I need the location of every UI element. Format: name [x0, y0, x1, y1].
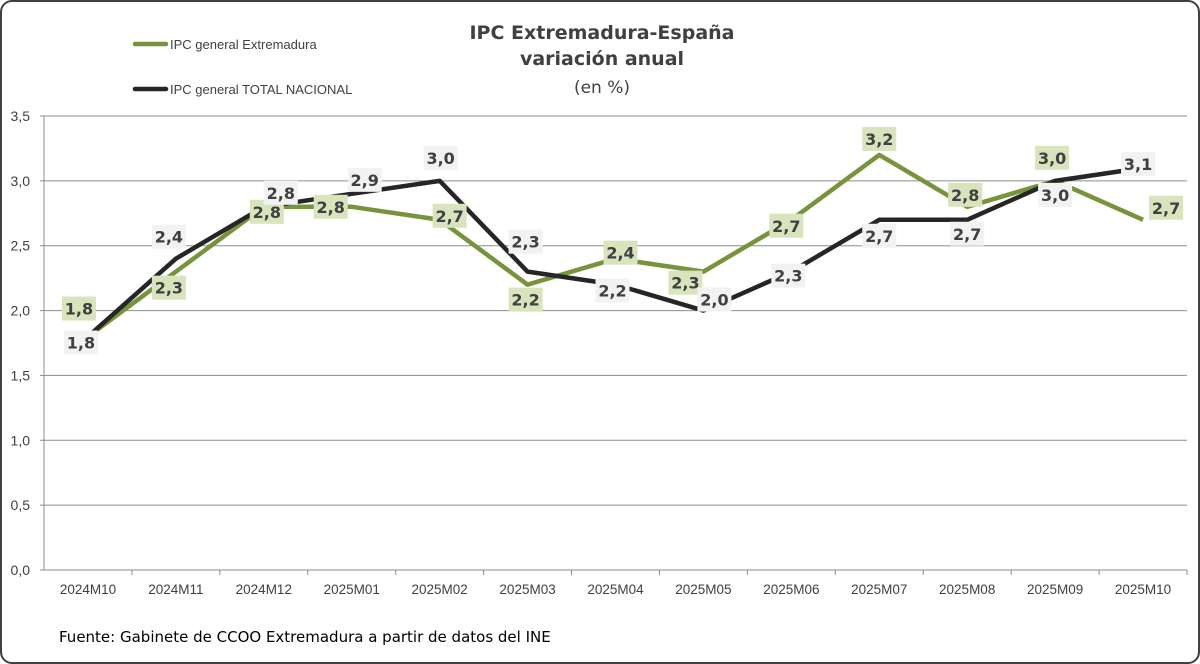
- data-label-box: [313, 194, 348, 219]
- data-label: 2,2: [598, 282, 626, 301]
- data-label: 2,3: [774, 267, 802, 286]
- data-label: 2,4: [155, 228, 183, 247]
- data-label: 1,8: [67, 334, 95, 353]
- data-label: 2,4: [606, 244, 634, 263]
- data-label-box: [862, 126, 897, 151]
- data-label-box: [595, 278, 630, 303]
- data-label-box: [948, 182, 983, 207]
- y-tick-label: 1,0: [11, 432, 31, 448]
- data-label-box: [151, 275, 186, 300]
- data-label: 2,3: [511, 233, 539, 252]
- data-label-box: [1035, 145, 1070, 170]
- data-label: 1,8: [65, 300, 93, 319]
- data-label-box: [1149, 195, 1184, 220]
- data-label: 2,7: [772, 217, 800, 236]
- data-label: 3,2: [865, 130, 893, 149]
- y-tick-label: 0,5: [11, 497, 31, 513]
- data-label: 3,1: [1124, 155, 1152, 174]
- data-label-box: [771, 263, 806, 288]
- x-tick-label: 2025M05: [675, 582, 731, 597]
- x-tick-label: 2025M09: [1027, 582, 1083, 597]
- data-label: 2,9: [351, 171, 379, 190]
- x-tick-label: 2025M06: [763, 582, 819, 597]
- data-label-box: [61, 296, 96, 321]
- x-tick-label: 2025M02: [412, 582, 468, 597]
- data-label: 2,0: [700, 291, 728, 310]
- data-label: 2,8: [951, 186, 979, 205]
- data-label: 3,0: [1041, 186, 1069, 205]
- chart-subtitle-units: (en %): [574, 78, 630, 98]
- data-label: 3,0: [426, 149, 454, 168]
- data-label: 2,3: [671, 274, 699, 293]
- y-tick-label: 2,0: [11, 303, 31, 319]
- data-label-box: [1121, 151, 1156, 176]
- x-tick-label: 2025M07: [851, 582, 907, 597]
- data-label-box: [603, 240, 638, 265]
- legend-label: IPC general Extremadura: [170, 37, 317, 52]
- data-label-box: [862, 223, 897, 248]
- y-tick-label: 3,5: [11, 108, 31, 124]
- x-tick-label: 2025M04: [587, 582, 644, 597]
- data-label: 2,8: [253, 203, 281, 222]
- data-label: 3,0: [1038, 149, 1066, 168]
- data-label-box: [432, 203, 467, 228]
- data-label: 2,7: [435, 207, 463, 226]
- data-label-box: [950, 221, 985, 246]
- data-label: 2,8: [267, 184, 295, 203]
- data-label-box: [508, 287, 543, 312]
- x-tick-label: 2025M03: [499, 582, 555, 597]
- chart-title: IPC Extremadura-España: [469, 22, 734, 44]
- y-tick-label: 2,5: [11, 238, 31, 254]
- data-label: 2,7: [1152, 199, 1180, 218]
- x-tick-label: 2024M12: [236, 582, 292, 597]
- data-label-box: [151, 224, 186, 249]
- data-label-box: [63, 330, 98, 355]
- y-tick-label: 1,5: [11, 367, 31, 383]
- data-label: 2,8: [317, 198, 345, 217]
- data-label: 2,7: [953, 225, 981, 244]
- legend-label: IPC general TOTAL NACIONAL: [170, 82, 352, 97]
- x-tick-label: 2024M11: [148, 582, 203, 597]
- data-label-box: [508, 229, 543, 254]
- data-label-box: [769, 213, 804, 238]
- data-label: 2,2: [511, 291, 539, 310]
- data-label: 2,7: [865, 227, 893, 246]
- data-label-box: [347, 167, 382, 192]
- source-note: Fuente: Gabinete de CCOO Extremadura a p…: [59, 628, 551, 646]
- x-tick-label: 2025M08: [939, 582, 995, 597]
- chart-subtitle: variación anual: [520, 48, 684, 70]
- data-label-box: [1038, 182, 1073, 207]
- data-label-box: [668, 270, 703, 295]
- data-label-box: [697, 287, 732, 312]
- x-tick-label: 2025M10: [1115, 582, 1171, 597]
- data-label-box: [263, 180, 298, 205]
- x-tick-label: 2025M01: [324, 582, 380, 597]
- y-tick-label: 0,0: [11, 562, 31, 578]
- x-tick-label: 2024M10: [60, 582, 116, 597]
- y-tick-label: 3,0: [11, 173, 31, 189]
- data-label: 2,3: [155, 279, 183, 298]
- data-label-box: [423, 145, 458, 170]
